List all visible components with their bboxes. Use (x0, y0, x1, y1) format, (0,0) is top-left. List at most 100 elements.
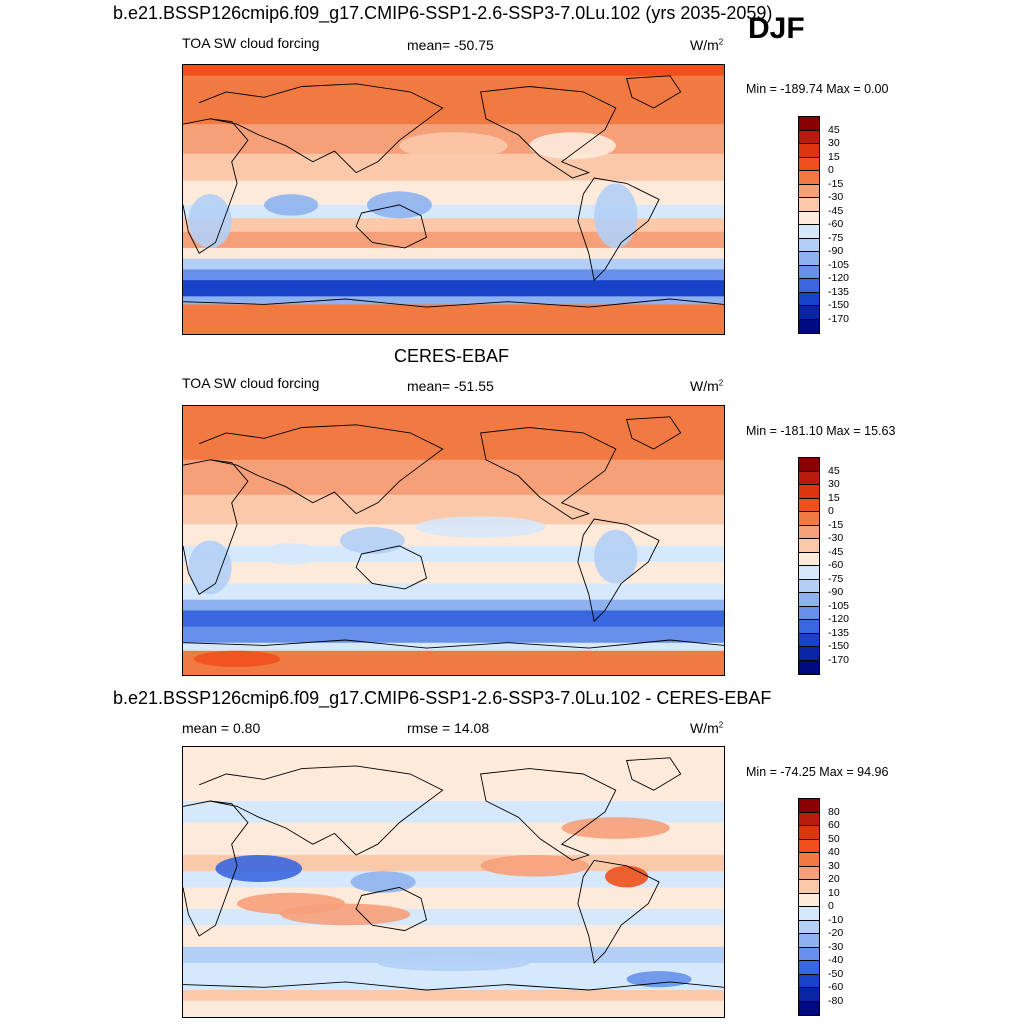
coastline (480, 86, 617, 179)
colorbar-tick-label: -40 (828, 954, 844, 966)
panel-2-map (182, 405, 725, 676)
field-band (183, 925, 724, 948)
coastline (199, 83, 444, 174)
colorbar-tick-label: -45 (828, 545, 844, 558)
colorbar-swatch (799, 988, 819, 1002)
colorbar-tick-label: 50 (828, 832, 840, 845)
colorbar-tick-label: -15 (828, 177, 844, 190)
colorbar-swatch (799, 866, 819, 880)
field-band (183, 296, 724, 306)
field-anomaly (215, 855, 303, 882)
colorbar-swatch (799, 606, 819, 620)
colorbar-swatch (799, 633, 819, 647)
colorbar-swatch (799, 306, 819, 320)
coastline (355, 204, 428, 249)
colorbar-swatch (799, 893, 819, 907)
colorbar-swatch (799, 920, 819, 934)
colorbar-swatch (799, 566, 819, 580)
field-anomaly (604, 865, 649, 888)
field-band (183, 583, 724, 601)
colorbar-swatch (799, 225, 819, 239)
colorbar-tick-label: 60 (828, 819, 840, 831)
colorbar-swatch (799, 198, 819, 212)
colorbar-tick-label: -45 (828, 204, 844, 217)
coastline (199, 765, 444, 856)
colorbar-swatch (799, 853, 819, 867)
colorbar-swatch (799, 826, 819, 840)
field-anomaly (377, 954, 530, 972)
panel-2-colorbar: 45 30 15 0 -15 -30 -45 -60 -75 -90 -105 -120 -135 -15… (798, 457, 849, 675)
colorbar-tick-label: 80 (828, 805, 840, 818)
field-band (183, 801, 724, 824)
colorbar-tick-label: -30 (828, 940, 844, 953)
colorbar-tick-label: 20 (828, 873, 840, 885)
colorbar-tick-label: -90 (828, 586, 844, 598)
colorbar-swatch (799, 265, 819, 279)
colorbar-swatch (799, 279, 819, 293)
colorbar-swatch (799, 319, 819, 333)
colorbar-swatch (799, 184, 819, 198)
colorbar-swatch (799, 211, 819, 225)
coastline (183, 800, 249, 937)
colorbar-swatch (799, 144, 819, 158)
map-field (183, 406, 724, 675)
colorbar-tick-label: -60 (828, 559, 844, 571)
colorbar-swatch (799, 552, 819, 566)
colorbar-swatch (799, 961, 819, 975)
colorbar-tick-label: -105 (828, 599, 850, 612)
colorbar-swatch (799, 485, 819, 499)
panel-1-minmax: Min = -189.74 Max = 0.00 (746, 82, 889, 96)
field-band (183, 610, 724, 628)
colorbar-tick-label: -150 (828, 299, 850, 311)
colorbar-swatch (799, 117, 819, 131)
colorbar-tick-label: 45 (828, 123, 840, 136)
coastline (183, 118, 249, 254)
colorbar-tick-label: 0 (828, 164, 834, 176)
coastline (355, 545, 428, 590)
colorbar-tick-label: -135 (828, 626, 850, 639)
coastline (577, 177, 660, 282)
colorbar-swatch (799, 130, 819, 144)
panel-3-colorbar: 80 60 50 40 30 20 10 0 -10 -20 -30 -40 -50 -60 -80 (798, 798, 843, 1016)
colorbar-tick-label: 30 (828, 859, 840, 872)
panel-3-units: W/m2 (690, 720, 724, 736)
field-anomaly (280, 903, 411, 926)
coastline (577, 859, 660, 964)
colorbar-tick-label: -15 (828, 518, 844, 531)
panel-1-title: b.e21.BSSP126cmip6.f09_g17.CMIP6-SSP1-2.… (113, 3, 773, 23)
field-anomaly (188, 540, 232, 595)
coastline (183, 981, 724, 991)
colorbar-swatch (799, 498, 819, 512)
coastline (626, 416, 682, 450)
field-band (183, 204, 724, 220)
colorbar-swatch (799, 812, 819, 826)
colorbar-tick-label: 10 (828, 886, 840, 899)
colorbar-tick-label: -60 (828, 981, 844, 993)
colorbar-swatch (799, 799, 819, 813)
colorbar-swatch (799, 907, 819, 921)
field-anomaly (264, 194, 319, 216)
colorbar-tick-label: 40 (828, 846, 840, 858)
colorbar-tick-label: -20 (828, 927, 844, 939)
colorbar-swatch (799, 458, 819, 472)
field-anomaly (529, 132, 616, 160)
colorbar-swatch (799, 934, 819, 948)
panel-2-units: W/m2 (690, 378, 724, 394)
colorbar-swatch (799, 471, 819, 485)
colorbar-tick-label: -120 (828, 272, 850, 284)
colorbar-swatch (799, 539, 819, 553)
colorbar-swatch (799, 620, 819, 634)
colorbar-tick-label: -150 (828, 640, 850, 652)
colorbar-tick-label: -30 (828, 191, 844, 203)
coastline (626, 75, 682, 109)
field-band (183, 218, 724, 233)
colorbar-tick-label: 15 (828, 491, 840, 504)
field-band (183, 65, 724, 77)
colorbar-tick-label: -170 (828, 312, 850, 325)
field-anomaly (594, 183, 638, 248)
panel-3-map (182, 746, 725, 1018)
field-band (183, 75, 724, 126)
colorbar-swatch (799, 839, 819, 853)
panel-1-map (182, 64, 725, 335)
season-label: DJF (748, 12, 805, 45)
